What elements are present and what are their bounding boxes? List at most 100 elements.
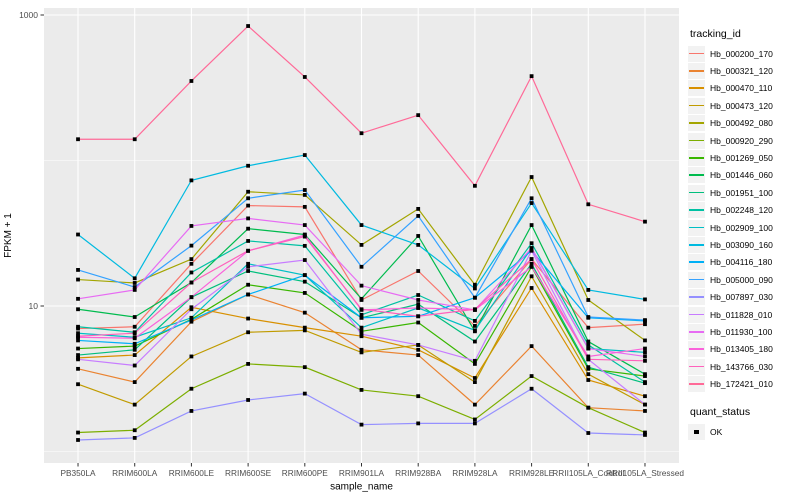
data-point — [529, 246, 534, 250]
data-point — [76, 334, 80, 339]
data-point — [472, 183, 477, 188]
legend-key-line-icon — [689, 313, 704, 316]
data-point — [472, 339, 477, 344]
quant-status-key-swatch — [688, 423, 705, 440]
data-point — [529, 344, 534, 349]
data-point — [472, 282, 477, 287]
legend-item-label: Hb_005000_090 — [710, 274, 773, 285]
legend-item: Hb_007897_030 — [688, 288, 800, 306]
data-point — [472, 362, 477, 366]
data-point — [416, 214, 421, 218]
legend-item-label: Hb_002909_100 — [710, 222, 773, 233]
legend-key-line-icon — [689, 87, 704, 90]
data-point — [246, 163, 251, 168]
quant-status-title: quant_status — [690, 405, 751, 418]
data-point — [302, 188, 307, 192]
data-point — [132, 363, 137, 368]
data-point — [359, 325, 364, 330]
legend-item-label: Hb_000492_080 — [710, 118, 773, 129]
data-point — [246, 261, 251, 266]
data-point — [76, 296, 80, 301]
legend-item: Hb_000321_120 — [688, 62, 800, 80]
data-point — [76, 232, 80, 237]
legend-item-label: Hb_143766_030 — [710, 361, 773, 372]
data-point — [472, 417, 477, 422]
data-point — [76, 366, 80, 371]
data-point — [76, 331, 80, 336]
legend-key-line-icon — [689, 226, 704, 229]
data-point — [529, 223, 534, 227]
data-point — [643, 219, 647, 224]
data-point — [643, 394, 647, 399]
data-point — [586, 378, 591, 382]
data-point — [246, 203, 251, 208]
data-point — [246, 196, 251, 201]
legend-item: Hb_001446_060 — [688, 167, 800, 184]
legend-item-label: Hb_002248_120 — [710, 205, 773, 216]
data-point — [246, 292, 251, 297]
data-point — [472, 295, 477, 300]
data-point — [359, 334, 364, 339]
legend: tracking_id Hb_000200_170 Hb_000321_120 Hb… — [688, 28, 800, 440]
data-point — [246, 282, 251, 287]
data-point — [472, 421, 477, 426]
data-point — [359, 312, 364, 317]
legend-item-label: Hb_007897_030 — [710, 292, 773, 303]
data-point — [643, 402, 647, 407]
data-point — [472, 402, 477, 407]
data-point — [416, 306, 421, 310]
data-point — [76, 353, 80, 357]
data-point — [302, 153, 307, 157]
data-point — [472, 286, 477, 291]
legend-items: Hb_000200_170 Hb_000321_120 Hb_000470_110 H… — [688, 45, 800, 393]
data-point — [472, 380, 477, 384]
data-point — [246, 189, 251, 194]
legend-key-line-icon — [689, 365, 704, 368]
legend-key-line-icon — [689, 70, 704, 72]
legend-item: Hb_001951_100 — [688, 184, 800, 201]
x-tick-label: RRIM928LA — [452, 468, 498, 478]
data-point — [529, 175, 534, 179]
data-point — [643, 372, 647, 377]
data-point — [359, 332, 364, 337]
data-point — [643, 338, 647, 343]
x-tick-label: PB350LA — [60, 468, 96, 478]
data-point — [586, 346, 591, 351]
data-point — [246, 248, 251, 253]
data-point — [189, 243, 194, 248]
legend-key-swatch — [688, 132, 705, 149]
data-point — [302, 328, 307, 333]
legend-item-label: Hb_000321_120 — [710, 66, 773, 77]
data-point — [302, 258, 307, 262]
data-point — [76, 346, 80, 351]
legend-key-swatch — [688, 341, 705, 358]
data-point — [132, 281, 137, 285]
data-point — [76, 268, 80, 272]
x-tick-label: RRIM928LE — [509, 468, 555, 478]
legend-key-swatch — [688, 80, 705, 97]
data-point — [586, 354, 591, 359]
legend-key-line-icon — [689, 174, 704, 177]
data-point — [132, 344, 137, 349]
data-point — [416, 242, 421, 247]
data-point — [416, 269, 421, 273]
x-tick-label: RRIM600LA — [112, 468, 158, 478]
legend-item: Hb_011930_100 — [688, 323, 800, 340]
legend-item-label: Hb_004116_180 — [710, 257, 773, 268]
data-point — [416, 394, 421, 399]
legend-item: Hb_000473_120 — [688, 97, 800, 114]
data-point — [359, 264, 364, 269]
data-point — [472, 323, 477, 328]
data-point — [132, 402, 137, 407]
legend-item-label: Hb_000200_170 — [710, 48, 773, 59]
legend-key-swatch — [688, 184, 705, 201]
legend-key-swatch — [688, 167, 705, 184]
data-point — [359, 422, 364, 427]
data-point — [529, 261, 534, 266]
data-point — [359, 283, 364, 288]
legend-item: Hb_003090_160 — [688, 236, 800, 253]
data-point — [643, 354, 647, 359]
data-point — [416, 347, 421, 352]
legend-key-line-icon — [689, 330, 704, 333]
data-point — [302, 223, 307, 227]
